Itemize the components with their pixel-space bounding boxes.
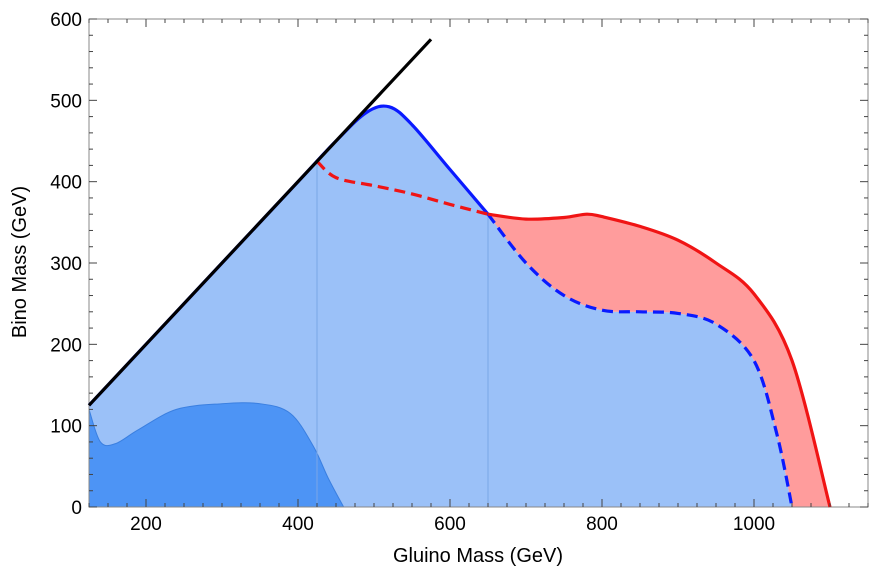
red-dashed-curve	[315, 160, 489, 216]
x-tick-label: 800	[586, 514, 618, 535]
red-solid-curve	[487, 212, 832, 508]
axis-ticks: 200 400 600 800 1000 0 100 200 300 400 500 600	[50, 10, 869, 535]
y-tick-label: 300	[50, 254, 82, 275]
curve-lines	[87, 38, 832, 508]
y-tick-label: 0	[71, 498, 82, 519]
red-region	[488, 214, 830, 507]
kinematic-limit-line	[87, 38, 433, 407]
y-tick-label: 200	[50, 335, 82, 356]
x-tick-label: 200	[130, 514, 162, 535]
x-tick-label: 1000	[733, 514, 775, 535]
x-axis-label: Gluino Mass (GeV)	[393, 545, 563, 567]
fill-regions	[88, 106, 830, 508]
dark-blue-region	[88, 402, 345, 508]
blue-dashed-curve	[486, 213, 794, 508]
y-tick-label: 500	[50, 91, 82, 112]
y-axis-label: Bino Mass (GeV)	[9, 186, 31, 338]
y-tick-label: 600	[50, 10, 82, 31]
y-tick-label: 400	[50, 173, 82, 194]
x-tick-label: 400	[282, 514, 314, 535]
x-tick-label: 600	[434, 514, 466, 535]
y-tick-label: 100	[50, 417, 82, 438]
